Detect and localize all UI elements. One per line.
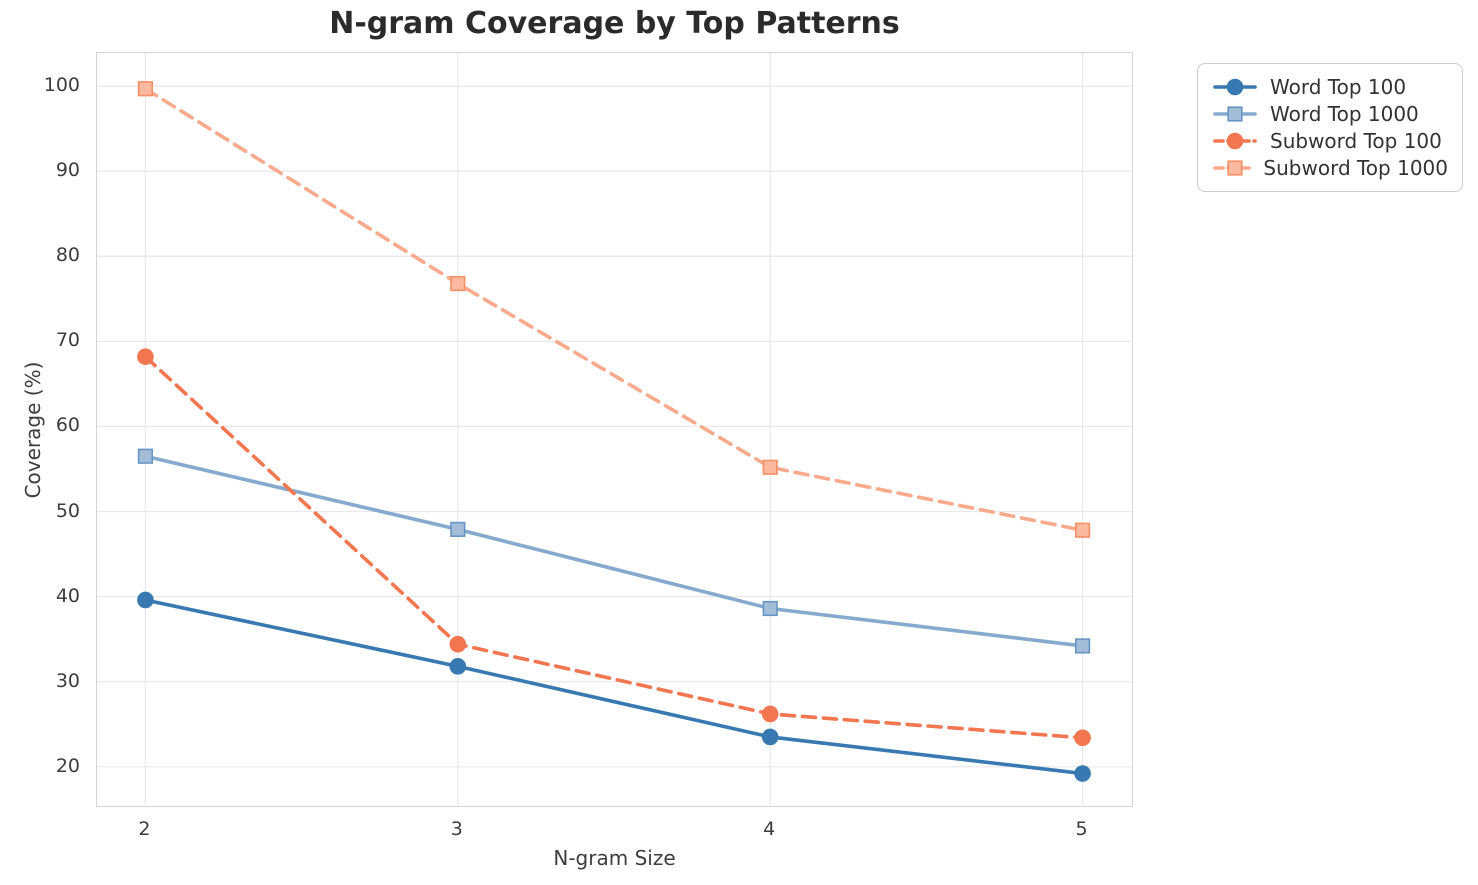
legend-label-subword-top-100: Subword Top 100 — [1270, 129, 1442, 154]
marker-circle-word-top-100 — [1074, 765, 1091, 782]
x-tick-label: 3 — [450, 818, 463, 840]
marker-square-word-top-1000 — [450, 521, 466, 537]
marker-square-word-top-1000 — [137, 448, 154, 464]
marker-square-word-top-1000 — [1074, 638, 1091, 654]
chart-title: N-gram Coverage by Top Patterns — [329, 6, 900, 41]
marker-circle-word-top-100 — [137, 591, 154, 609]
legend-label-word-top-1000: Word Top 1000 — [1270, 101, 1419, 126]
marker-circle-word-top-100 — [449, 658, 467, 675]
legend-marker-circle-subword-top-100 — [1226, 132, 1244, 150]
y-tick-label: 40 — [55, 584, 80, 607]
series-line-word-top-1000 — [143, 454, 1085, 648]
series-line-subword-top-100 — [143, 354, 1085, 740]
y-axis-label: Coverage (%) — [21, 361, 45, 499]
marker-square-subword-top-1000 — [137, 81, 154, 97]
x-tick-label: 5 — [1075, 818, 1088, 840]
marker-circle-subword-top-100 — [761, 705, 779, 723]
y-tick-label: 100 — [43, 74, 80, 97]
legend-marker-square-word-top-1000 — [1227, 106, 1243, 122]
marker-circle-subword-top-100 — [1074, 729, 1091, 747]
marker-square-word-top-1000 — [762, 600, 778, 617]
legend-label-word-top-100: Word Top 100 — [1270, 74, 1407, 99]
legend-sample-subword-top-1000 — [1213, 160, 1252, 176]
legend-label-subword-top-1000: Subword Top 1000 — [1263, 156, 1448, 181]
y-tick-label: 70 — [55, 329, 80, 352]
legend-marker-circle-word-top-100 — [1226, 78, 1244, 95]
y-tick-label: 90 — [55, 159, 80, 182]
marker-circle-word-top-100 — [761, 728, 779, 746]
legend-sample-subword-top-100 — [1213, 132, 1257, 150]
plot-svg — [97, 53, 1131, 805]
x-tick-label: 4 — [763, 818, 776, 840]
marker-square-subword-top-1000 — [762, 459, 778, 475]
legend-marker-square-subword-top-1000 — [1227, 160, 1243, 176]
legend-sample-word-top-100 — [1213, 78, 1257, 95]
y-tick-label: 80 — [55, 244, 80, 267]
legend-item-word-top-100: Word Top 100 — [1212, 73, 1448, 100]
x-axis-label: N-gram Size — [553, 846, 676, 870]
marker-circle-subword-top-100 — [449, 635, 467, 653]
legend-item-word-top-1000: Word Top 1000 — [1212, 100, 1448, 127]
legend-item-subword-top-100: Subword Top 100 — [1212, 128, 1448, 155]
legend-item-subword-top-1000: Subword Top 1000 — [1212, 155, 1448, 182]
y-tick-label: 50 — [55, 499, 80, 522]
series-line-subword-top-1000 — [143, 86, 1085, 533]
y-tick-label: 60 — [55, 414, 80, 437]
x-tick-label: 2 — [138, 818, 151, 840]
marker-circle-subword-top-100 — [137, 348, 154, 365]
marker-square-subword-top-1000 — [450, 275, 466, 292]
legend-sample-word-top-1000 — [1213, 106, 1257, 122]
plot-area — [96, 52, 1133, 807]
y-tick-label: 20 — [55, 754, 80, 777]
legend: Word Top 100 Word Top 1000 Subword Top 100… — [1197, 63, 1463, 192]
y-tick-label: 30 — [55, 669, 80, 692]
marker-square-subword-top-1000 — [1074, 522, 1091, 538]
series-line-word-top-100 — [143, 598, 1085, 776]
